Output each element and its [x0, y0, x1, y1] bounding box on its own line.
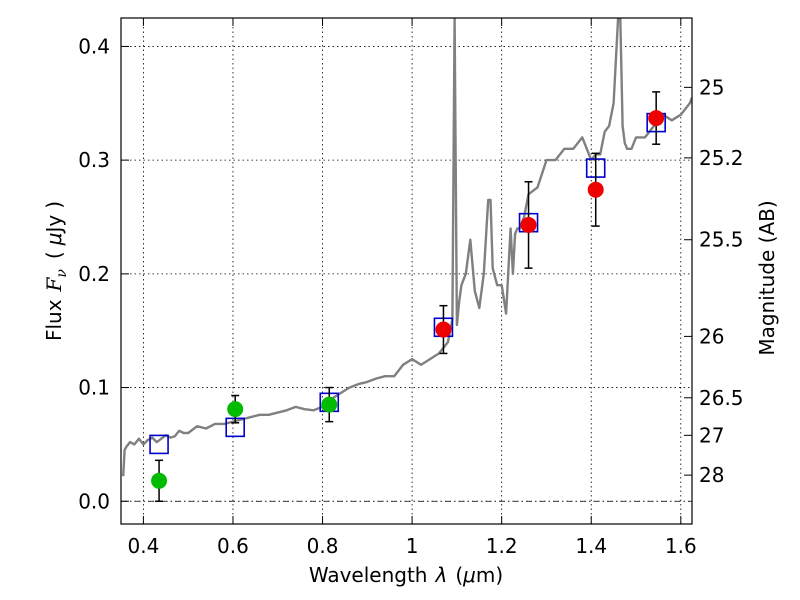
x-tick-label: 1.2 [486, 534, 518, 558]
magnitude-tick-label: 26.5 [699, 386, 744, 410]
model-photometry-square [149, 434, 169, 455]
magnitude-tick-label: 25.2 [699, 146, 744, 170]
y-tick-label: 0.0 [78, 489, 110, 513]
observed-flux-point [648, 110, 665, 127]
y-tick-label: 0.1 [78, 376, 110, 400]
y-tick-label: 0.3 [78, 148, 110, 172]
right-axis-title: Magnitude (AB) [755, 200, 779, 355]
tick-label-layer: 0.4 0.6 0.8 1 1.2 1.4 1.6 0.0 0.1 0.2 0.3 0.4 25 25.2… [78, 34, 743, 558]
x-tick-label: 0.8 [307, 534, 339, 558]
circle-marker-layer [151, 110, 665, 489]
magnitude-tick-label: 25.5 [699, 228, 744, 252]
tick-layer [121, 18, 692, 524]
observed-flux-point [227, 401, 244, 418]
x-tick-label: 1.6 [665, 534, 697, 558]
errorbar-layer [155, 91, 661, 503]
model-spectrum-line [122, 18, 692, 477]
observed-flux-point [520, 216, 537, 233]
observed-flux-point [435, 321, 452, 338]
magnitude-tick-label: 26 [699, 324, 724, 348]
y-tick-label: 0.4 [78, 34, 110, 58]
spectrum-layer [122, 18, 692, 477]
x-axis-title: Wavelength λ (μm) [309, 563, 503, 587]
y-tick-label: 0.2 [78, 262, 110, 286]
magnitude-tick-label: 27 [699, 423, 724, 447]
x-tick-label: 1 [406, 534, 419, 558]
grid-layer [121, 18, 692, 524]
square-marker-layer [149, 112, 666, 455]
plot-frame [120, 17, 693, 525]
magnitude-tick-label: 28 [699, 463, 724, 487]
observed-flux-point [587, 181, 604, 198]
magnitude-tick-label: 25 [699, 75, 724, 99]
x-tick-label: 1.4 [575, 534, 607, 558]
observed-flux-point [151, 472, 168, 489]
x-tick-label: 0.6 [217, 534, 249, 558]
x-tick-label: 0.4 [127, 534, 159, 558]
observed-flux-point [321, 396, 338, 413]
y-axis-title: FluxFν(μJy) [42, 201, 70, 341]
